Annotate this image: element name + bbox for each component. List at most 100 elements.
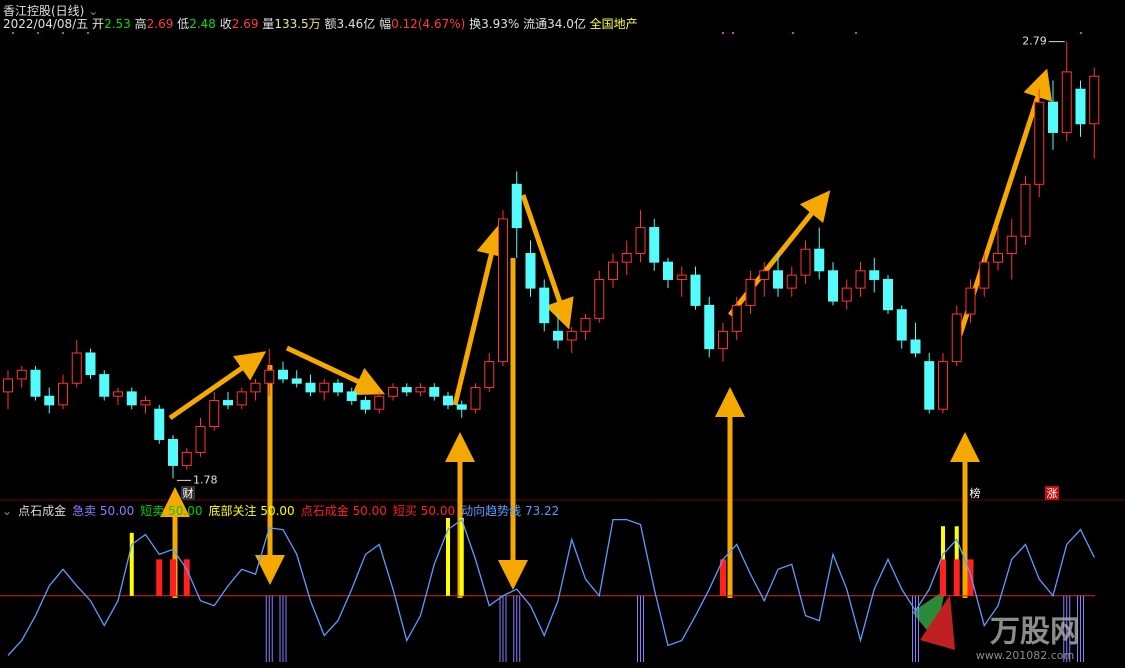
field-value: 2.53 — [104, 17, 131, 31]
candle-body — [113, 391, 123, 397]
signal-bar — [459, 517, 464, 596]
candle-body — [470, 387, 481, 410]
candle-body — [264, 369, 275, 384]
candle-body — [388, 387, 398, 397]
dot — [87, 32, 89, 34]
field-value: 133.5万 — [274, 17, 321, 31]
signal-bar — [156, 559, 163, 596]
sector: 全国地产 — [589, 17, 638, 31]
candle-body — [910, 339, 921, 354]
legend-value: 50.00 — [260, 504, 295, 518]
quote-row: 2022/04/08/五 开2.53 高2.69 低2.48 收2.69 量13… — [3, 15, 638, 32]
candle-body — [99, 374, 110, 397]
legend-item: 急卖 50.00 — [72, 504, 134, 518]
signal-bar — [940, 559, 946, 596]
candle-body — [621, 253, 632, 263]
candle-body — [993, 253, 1003, 263]
legend-value: 50.00 — [168, 504, 203, 518]
signal-bar — [170, 559, 176, 596]
trend-line — [7, 518, 1095, 656]
legend-name: 短卖 — [140, 504, 165, 518]
candle-body — [30, 369, 41, 397]
field-value: 2.48 — [189, 17, 216, 31]
candle-body — [649, 227, 660, 263]
candle-body — [731, 304, 742, 332]
candle-body — [58, 382, 68, 406]
candle-body — [1089, 75, 1100, 125]
legend-item: 短卖 50.00 — [140, 504, 202, 518]
header-row: 香江控股(日线) ⌄ — [3, 2, 98, 19]
field-value: 2.69 — [231, 17, 259, 31]
signal-bar — [720, 559, 726, 596]
legend-item: 点石成金 50.00 — [301, 504, 387, 518]
candle-body — [718, 330, 728, 350]
indicator-legend: ⌄ 点石成金 急卖 50.00 短卖 50.00 底部关注 50.00 点石成金 50.0… — [2, 502, 565, 519]
legend-value: 50.00 — [99, 504, 135, 518]
candle-body — [278, 369, 288, 380]
dot — [12, 32, 14, 34]
candle-body — [291, 378, 302, 384]
arrows — [160, 68, 1053, 598]
dot — [62, 32, 64, 34]
dot — [732, 32, 734, 34]
candle-body — [305, 382, 316, 393]
arrow — [285, 345, 386, 396]
field-label: 低 — [177, 17, 190, 31]
badge: 榜 — [970, 486, 981, 500]
candle-body — [1020, 183, 1031, 237]
badge-bg — [968, 486, 982, 500]
arrow — [452, 225, 506, 406]
candle-body — [360, 400, 371, 410]
field-label: 流通 — [523, 17, 548, 31]
candle-body — [1061, 71, 1072, 133]
candle-body — [346, 391, 357, 402]
legend-item: 底部关注 50.00 — [208, 504, 294, 518]
field-label: 量 — [262, 17, 275, 31]
arrow — [168, 351, 267, 421]
candle-body — [168, 438, 178, 466]
candle-body — [704, 304, 715, 350]
stock-title: 香江控股(日线) — [3, 4, 85, 18]
candle-body — [594, 278, 605, 319]
candle-body — [195, 425, 206, 453]
field-label: 额 — [324, 17, 337, 31]
dot — [855, 32, 857, 34]
field-label: 开 — [92, 17, 105, 31]
legend-name: 点石成金 — [300, 504, 349, 518]
field-value: 3.93% — [481, 17, 520, 31]
field-label: 高 — [134, 17, 147, 31]
legend-item: 动向趋势线 73.22 — [461, 504, 559, 518]
candle-body — [608, 261, 618, 280]
signal-bar — [953, 559, 960, 596]
top-dots — [12, 32, 1082, 34]
badge: 财 — [183, 486, 194, 500]
candle-body — [800, 248, 811, 276]
candle-body — [553, 330, 563, 341]
candle-body — [154, 408, 165, 440]
candle-body — [140, 400, 151, 406]
candle-body — [374, 395, 385, 410]
legend-value: 50.00 — [420, 504, 456, 518]
candle-body — [1075, 88, 1086, 125]
candle-body — [250, 382, 261, 393]
signal-bar — [967, 559, 974, 596]
field-label: 幅 — [379, 17, 392, 31]
legend-name: 动向趋势线 — [461, 504, 522, 518]
candle-body — [979, 261, 990, 289]
logo-shape — [920, 595, 955, 650]
candle-body — [663, 261, 673, 280]
signal-bar — [446, 517, 450, 596]
dot — [792, 32, 794, 34]
menu-icon[interactable]: ⌄ — [2, 504, 13, 518]
badge: 涨 — [1047, 487, 1058, 500]
menu-icon[interactable]: ⌄ — [88, 4, 99, 18]
candle-body — [938, 361, 948, 410]
badge-bg — [181, 486, 195, 500]
candle-body — [44, 395, 55, 406]
candle-body — [1034, 101, 1045, 185]
candle-body — [209, 400, 220, 427]
candle-body — [525, 253, 536, 289]
candle-body — [786, 274, 797, 289]
candle-body — [676, 274, 687, 280]
